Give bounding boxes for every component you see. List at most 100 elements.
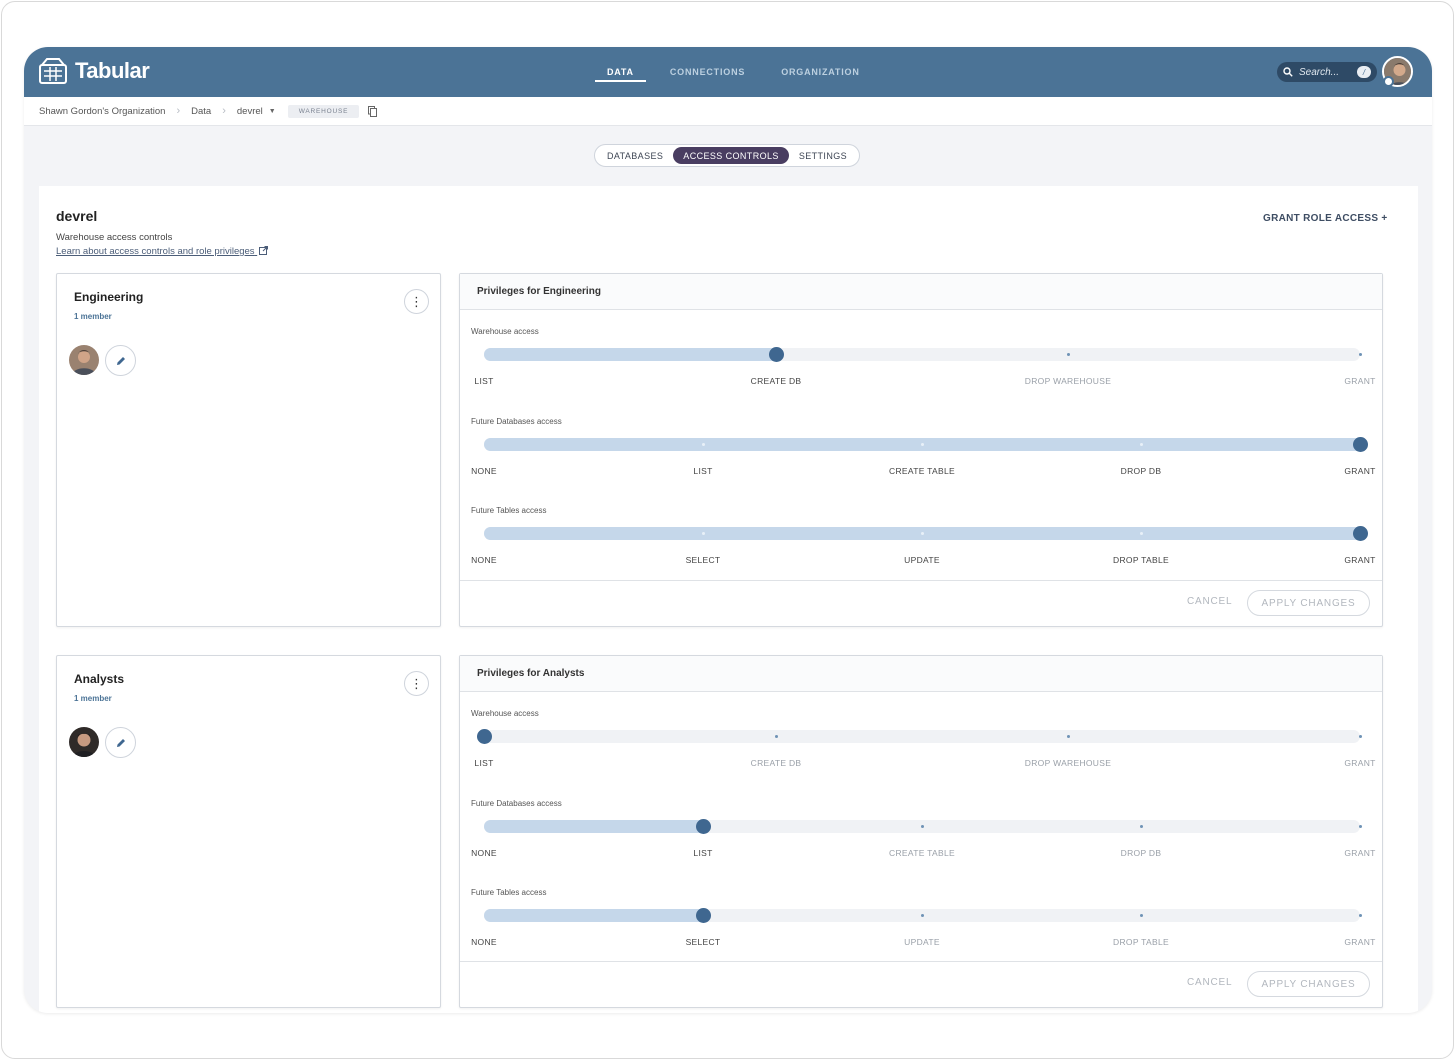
grant-role-access-button[interactable]: GRANT ROLE ACCESS + bbox=[1263, 213, 1388, 224]
slider-stop-label: DROP WAREHOUSE bbox=[1024, 758, 1112, 768]
slider-track[interactable] bbox=[476, 729, 1362, 744]
slider-fill bbox=[484, 438, 1366, 451]
member-avatar-image bbox=[69, 727, 99, 757]
slider-thumb[interactable] bbox=[768, 347, 784, 362]
slider-thumb[interactable] bbox=[476, 729, 492, 744]
app-window: Tabular DATA CONNECTIONS ORGANIZATION Se… bbox=[24, 47, 1432, 1013]
search-icon bbox=[1283, 67, 1293, 77]
pencil-icon bbox=[116, 738, 125, 747]
tab-databases[interactable]: DATABASES bbox=[607, 150, 664, 161]
slider-stop-label: GRANT bbox=[1344, 758, 1376, 768]
slider-tick[interactable] bbox=[1358, 914, 1362, 917]
slider-tick[interactable] bbox=[774, 735, 778, 738]
slider-future-tables-access: Future Tables access NONE SELECT UPDATE DRO… bbox=[460, 888, 1382, 968]
nav-data[interactable]: DATA bbox=[595, 47, 646, 97]
slider-stop-label: LIST bbox=[693, 848, 713, 858]
slider-tick[interactable] bbox=[1066, 735, 1070, 738]
slider-track[interactable] bbox=[484, 908, 1362, 923]
top-bar: Tabular DATA CONNECTIONS ORGANIZATION Se… bbox=[24, 47, 1432, 97]
slider-label: Warehouse access bbox=[471, 327, 539, 336]
slider-thumb[interactable] bbox=[695, 908, 711, 923]
slider-label: Warehouse access bbox=[471, 709, 539, 718]
role-card-analysts: Analysts 1 member ⋮ bbox=[56, 655, 441, 1008]
slider-tick[interactable] bbox=[920, 825, 924, 828]
slider-stop-label: DROP TABLE bbox=[1113, 555, 1169, 565]
slider-stop-label: NONE bbox=[471, 555, 497, 565]
slider-tick[interactable] bbox=[701, 443, 705, 446]
copy-icon[interactable] bbox=[368, 105, 378, 117]
slider-tick[interactable] bbox=[1358, 825, 1362, 828]
slider-stop-label: GRANT bbox=[1344, 555, 1376, 565]
status-dot bbox=[1383, 76, 1394, 87]
slider-tick[interactable] bbox=[920, 914, 924, 917]
avatar bbox=[69, 727, 99, 757]
slider-stop-label: LIST bbox=[474, 376, 494, 386]
edit-members-button[interactable] bbox=[105, 345, 136, 376]
slider-track[interactable] bbox=[484, 347, 1362, 362]
slider-future-databases-access: Future Databases access NONE LIST CREATE T… bbox=[460, 417, 1382, 497]
slider-track[interactable] bbox=[484, 437, 1368, 452]
slider-thumb[interactable] bbox=[1352, 437, 1368, 452]
apply-changes-button[interactable]: APPLY CHANGES bbox=[1247, 590, 1370, 616]
more-options-icon[interactable]: ⋮ bbox=[404, 671, 429, 696]
slider-stop-label: SELECT bbox=[685, 937, 721, 947]
slider-warehouse-access: Warehouse access LIST CREATE DB DROP WAREH… bbox=[460, 327, 1382, 407]
slider-stop-label: NONE bbox=[471, 466, 497, 476]
slider-tick[interactable] bbox=[1358, 353, 1362, 356]
slider-track[interactable] bbox=[484, 819, 1362, 834]
nav-connections[interactable]: CONNECTIONS bbox=[669, 67, 746, 77]
role-name: Analysts bbox=[74, 672, 125, 686]
search-box[interactable]: Search... / bbox=[1277, 62, 1377, 82]
slider-thumb[interactable] bbox=[1352, 526, 1368, 541]
caret-down-icon[interactable]: ▼ bbox=[268, 107, 276, 115]
slider-fill bbox=[484, 820, 709, 833]
slider-tick[interactable] bbox=[920, 443, 924, 446]
cancel-button[interactable]: CANCEL bbox=[1187, 977, 1233, 988]
privileges-footer: CANCEL APPLY CHANGES bbox=[460, 961, 1382, 1007]
slider-tick[interactable] bbox=[1139, 914, 1143, 917]
role-member-count: 1 member bbox=[74, 694, 112, 703]
slider-stop-label: CREATE TABLE bbox=[889, 466, 955, 476]
slider-tick[interactable] bbox=[1066, 353, 1070, 356]
slider-tick[interactable] bbox=[1139, 825, 1143, 828]
breadcrumb-warehouse[interactable]: devrel bbox=[236, 105, 263, 117]
breadcrumb-data[interactable]: Data bbox=[191, 105, 212, 117]
slider-tick[interactable] bbox=[1139, 532, 1143, 535]
slider-stop-label: CREATE DB bbox=[750, 758, 802, 768]
user-avatar[interactable] bbox=[1382, 56, 1413, 87]
member-avatar-image bbox=[69, 345, 99, 375]
app-name: Tabular bbox=[75, 58, 150, 83]
nav-organization[interactable]: ORGANIZATION bbox=[781, 67, 860, 77]
logo[interactable]: Tabular bbox=[38, 56, 150, 86]
privileges-panel-engineering: Privileges for Engineering Warehouse acc… bbox=[459, 273, 1383, 627]
breadcrumb-org[interactable]: Shawn Gordon's Organization bbox=[39, 105, 166, 117]
slider-tick[interactable] bbox=[920, 532, 924, 535]
cancel-button[interactable]: CANCEL bbox=[1187, 596, 1233, 607]
slider-stop-label: DROP TABLE bbox=[1113, 937, 1169, 947]
chevron-right-icon: › bbox=[176, 105, 181, 117]
apply-changes-button[interactable]: APPLY CHANGES bbox=[1247, 971, 1370, 997]
page-title: devrel bbox=[56, 208, 98, 224]
slider-stop-label: LIST bbox=[693, 466, 713, 476]
more-options-icon[interactable]: ⋮ bbox=[404, 289, 429, 314]
slider-tick[interactable] bbox=[1358, 735, 1362, 738]
tab-settings[interactable]: SETTINGS bbox=[798, 150, 848, 161]
slider-tick[interactable] bbox=[701, 532, 705, 535]
slider-tick[interactable] bbox=[1139, 443, 1143, 446]
slider-fill bbox=[484, 527, 1366, 540]
slider-stop-label: DROP DB bbox=[1120, 848, 1162, 858]
warehouse-chip: WAREHOUSE bbox=[287, 104, 360, 118]
slider-future-tables-access: Future Tables access NONE SELECT UPDATE DRO… bbox=[460, 506, 1382, 586]
access-controls-card: devrel Warehouse access controls Learn a… bbox=[39, 186, 1418, 1013]
slider-label: Future Tables access bbox=[471, 506, 547, 515]
slider-thumb[interactable] bbox=[695, 819, 711, 834]
docs-link[interactable]: Learn about access controls and role pri… bbox=[56, 246, 269, 257]
slider-stop-label: UPDATE bbox=[904, 555, 940, 565]
slider-track[interactable] bbox=[484, 526, 1368, 541]
role-card-engineering: Engineering 1 member ⋮ bbox=[56, 273, 441, 627]
slider-stop-label: GRANT bbox=[1344, 466, 1376, 476]
edit-members-button[interactable] bbox=[105, 727, 136, 758]
tab-access-controls[interactable]: ACCESS CONTROLS bbox=[673, 147, 789, 164]
privileges-title: Privileges for Analysts bbox=[460, 656, 1382, 692]
slider-label: Future Databases access bbox=[471, 799, 562, 808]
